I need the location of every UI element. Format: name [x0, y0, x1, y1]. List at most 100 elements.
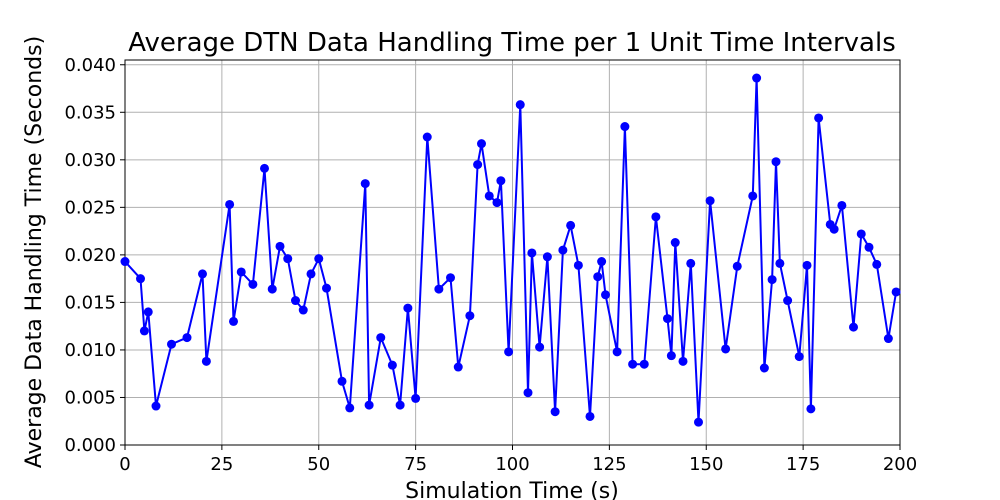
data-point: [229, 316, 238, 326]
data-point: [585, 411, 595, 421]
data-point: [236, 267, 246, 277]
data-point: [705, 196, 715, 206]
data-point: [395, 400, 405, 410]
data-point: [411, 393, 421, 403]
data-point: [620, 122, 630, 132]
data-point: [360, 179, 370, 189]
data-point: [775, 258, 785, 268]
data-point: [422, 132, 432, 142]
x-tick-label: 125: [592, 454, 626, 475]
y-tick-label: 0.025: [64, 197, 116, 218]
series-line: [124, 77, 898, 424]
data-point: [496, 176, 506, 186]
x-tick-label: 50: [307, 454, 330, 475]
data-point: [182, 333, 192, 343]
y-tick-label: 0.000: [64, 435, 116, 456]
data-point: [856, 229, 866, 239]
data-point: [678, 356, 688, 366]
data-series: [120, 73, 901, 427]
data-point: [550, 407, 560, 417]
data-point: [201, 356, 211, 366]
data-point: [322, 283, 331, 293]
y-tick-label: 0.030: [64, 150, 116, 171]
data-point: [376, 333, 386, 343]
data-point: [298, 305, 308, 315]
data-point: [403, 303, 413, 313]
data-point: [167, 339, 176, 349]
axis-ticks: 0 25 50 75 100 125 150 175 200 0.000 0.005 0.010 0.0…: [64, 55, 917, 475]
data-point: [639, 359, 649, 369]
data-point: [829, 224, 839, 234]
data-point: [670, 238, 680, 248]
chart-title: Average DTN Data Handling Time per 1 Uni…: [128, 28, 896, 58]
data-point: [542, 252, 552, 262]
data-point: [283, 254, 293, 264]
data-point: [527, 248, 537, 258]
y-tick-label: 0.040: [64, 55, 116, 76]
data-point: [891, 287, 901, 297]
x-tick-label: 175: [786, 454, 820, 475]
data-point: [783, 296, 793, 306]
data-point: [748, 191, 758, 201]
y-tick-label: 0.020: [64, 245, 116, 266]
data-point: [566, 220, 576, 230]
data-point: [612, 347, 622, 357]
data-point: [477, 139, 486, 149]
x-tick-label: 25: [210, 454, 233, 475]
data-point: [651, 212, 661, 222]
data-point: [872, 259, 882, 269]
data-point: [473, 160, 483, 170]
data-point: [364, 400, 374, 410]
data-point: [767, 275, 777, 285]
x-tick-label: 100: [495, 454, 529, 475]
x-tick-label: 75: [404, 454, 427, 475]
data-point: [849, 322, 858, 332]
data-point: [752, 73, 762, 83]
data-point: [663, 314, 672, 324]
data-point: [515, 100, 525, 110]
data-point: [248, 279, 258, 289]
data-point: [267, 284, 277, 294]
data-point: [601, 290, 610, 300]
x-tick-label: 200: [883, 454, 917, 475]
data-point: [453, 362, 463, 372]
data-point: [686, 258, 696, 268]
y-tick-label: 0.010: [64, 340, 116, 361]
data-point: [314, 254, 324, 264]
data-point: [558, 245, 568, 255]
data-point: [802, 260, 812, 270]
data-point: [151, 401, 161, 411]
data-point: [136, 274, 145, 284]
data-point: [446, 273, 455, 283]
data-point: [771, 157, 781, 167]
y-tick-label: 0.005: [64, 387, 116, 408]
data-point: [291, 296, 300, 306]
data-point: [198, 269, 207, 279]
data-point: [794, 352, 804, 362]
data-point: [465, 311, 475, 321]
data-point: [275, 241, 285, 251]
data-point: [883, 334, 893, 344]
data-point: [806, 404, 816, 414]
data-point: [225, 199, 235, 209]
data-point: [345, 403, 355, 413]
data-point: [120, 257, 130, 267]
data-point: [628, 359, 638, 369]
data-point: [864, 242, 874, 252]
data-point: [732, 261, 742, 271]
data-point: [814, 113, 824, 123]
data-point: [694, 417, 703, 427]
x-tick-label: 0: [119, 454, 130, 475]
x-tick-label: 150: [689, 454, 723, 475]
y-axis-label: Average Data Handling Time (Seconds): [22, 36, 47, 468]
data-point: [523, 388, 533, 398]
data-point: [759, 363, 769, 373]
data-point: [504, 347, 514, 357]
data-point: [593, 272, 603, 282]
data-point: [535, 342, 545, 352]
data-point: [139, 326, 149, 336]
data-point: [492, 198, 502, 208]
y-tick-label: 0.035: [64, 102, 116, 123]
y-tick-label: 0.015: [64, 292, 116, 313]
